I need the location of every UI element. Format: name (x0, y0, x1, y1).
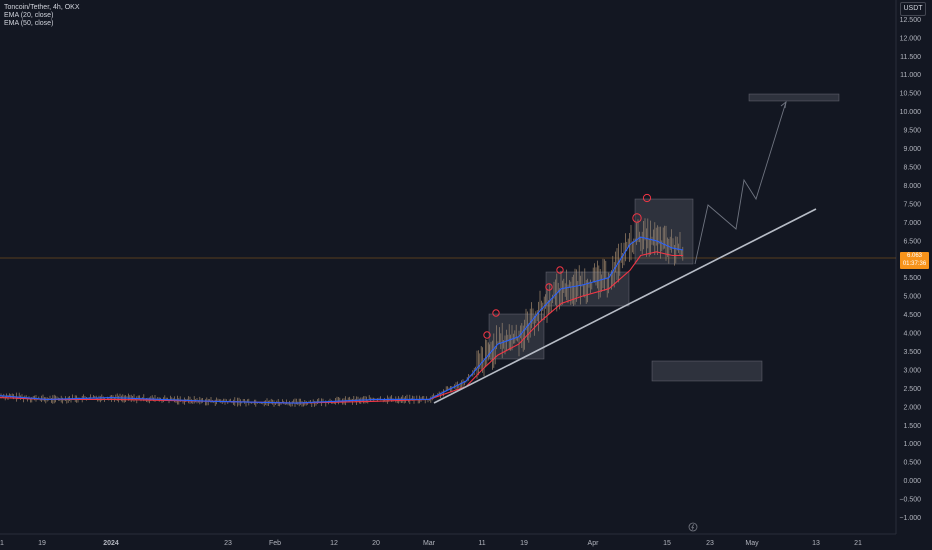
pivot-marker (632, 213, 642, 223)
flash-icon[interactable] (688, 522, 698, 532)
pivot-marker (483, 331, 491, 339)
trendline[interactable] (433, 208, 817, 404)
y-tick-label: 1.000 (903, 441, 921, 448)
range-box-1 (488, 313, 545, 360)
y-tick-label: −1.000 (899, 515, 921, 522)
y-tick-label: 9.000 (903, 146, 921, 153)
price-axis[interactable]: 12.500 12.000 11.500 11.000 10.500 10.000 9.50… (899, 17, 921, 522)
y-tick-label: −0.500 (899, 497, 921, 504)
y-tick-label: 2.500 (903, 386, 921, 393)
y-tick-label: 0.500 (903, 460, 921, 467)
range-boxes (488, 93, 840, 382)
y-tick-label: 12.000 (900, 35, 922, 42)
pivot-marker (492, 309, 500, 317)
y-tick-label: 5.000 (903, 294, 921, 301)
y-tick-label: 6.500 (903, 238, 921, 245)
ema-20-line (0, 236, 684, 404)
y-tick-label: 2.000 (903, 404, 921, 411)
candles (0, 218, 684, 407)
bar-countdown: 01:37:36 (902, 261, 927, 267)
pivot-marker (556, 266, 564, 274)
y-tick-label: 8.500 (903, 164, 921, 171)
projection-path (694, 101, 787, 265)
x-tick-label: 19 (38, 540, 46, 547)
y-tick-label: 10.500 (900, 91, 922, 98)
y-tick-label: 1.500 (903, 423, 921, 430)
pivot-marker (545, 283, 553, 291)
x-tick-label: 21 (854, 540, 862, 547)
chart-legend[interactable]: Toncoin/Tether, 4h, OKX EMA (20, close) … (4, 4, 80, 28)
y-tick-label: 9.500 (903, 128, 921, 135)
y-tick-label: 4.000 (903, 331, 921, 338)
x-tick-label: Apr (588, 540, 600, 547)
y-tick-label: 7.000 (903, 220, 921, 227)
x-tick-label: 11 (478, 540, 485, 547)
x-tick-label: 23 (224, 540, 232, 547)
x-tick-label: 19 (520, 540, 528, 547)
x-tick-label: 15 (663, 540, 671, 547)
x-tick-label: May (745, 540, 759, 547)
x-tick-label: Feb (269, 540, 281, 547)
last-price-value: 6.063 (906, 253, 922, 259)
x-tick-label: 12 (330, 540, 338, 547)
y-tick-label: 11.500 (900, 54, 921, 61)
last-price-tag: 6.063 01:37:36 (900, 252, 929, 269)
symbol-title: Toncoin/Tether, 4h, OKX (4, 4, 80, 11)
y-tick-label: 11.000 (900, 72, 921, 79)
currency-button[interactable]: USDT (900, 2, 926, 16)
y-tick-label: 7.500 (903, 201, 921, 208)
pivot-marker (642, 193, 652, 203)
support-zone-box (651, 360, 763, 382)
x-tick-label: 1 (0, 540, 4, 547)
x-tick-label: Mar (423, 540, 436, 547)
y-tick-label: 0.000 (903, 478, 921, 485)
projection-arrow-icon (780, 100, 787, 109)
series-path (0, 236, 684, 404)
range-box-2 (545, 271, 630, 307)
ema-20-legend[interactable]: EMA (20, close) (4, 12, 54, 19)
y-tick-label: 3.500 (903, 349, 921, 356)
x-tick-label: 2024 (103, 540, 119, 547)
time-axis[interactable]: 1 19 2024 23 Feb 12 20 Mar 11 19 Apr 15 23 May 13 21 (0, 540, 862, 547)
y-tick-label: 3.000 (903, 367, 921, 374)
y-tick-label: 5.500 (903, 275, 921, 282)
x-tick-label: 13 (812, 540, 820, 547)
pivot-markers (483, 193, 652, 339)
y-tick-label: 4.500 (903, 312, 921, 319)
y-tick-label: 8.000 (903, 183, 921, 190)
x-tick-label: 23 (706, 540, 714, 547)
ema-50-legend[interactable]: EMA (50, close) (4, 20, 54, 27)
target-zone-box (748, 93, 840, 102)
y-tick-label: 10.000 (900, 109, 922, 116)
y-tick-label: 12.500 (900, 17, 922, 24)
x-tick-label: 20 (372, 540, 380, 547)
